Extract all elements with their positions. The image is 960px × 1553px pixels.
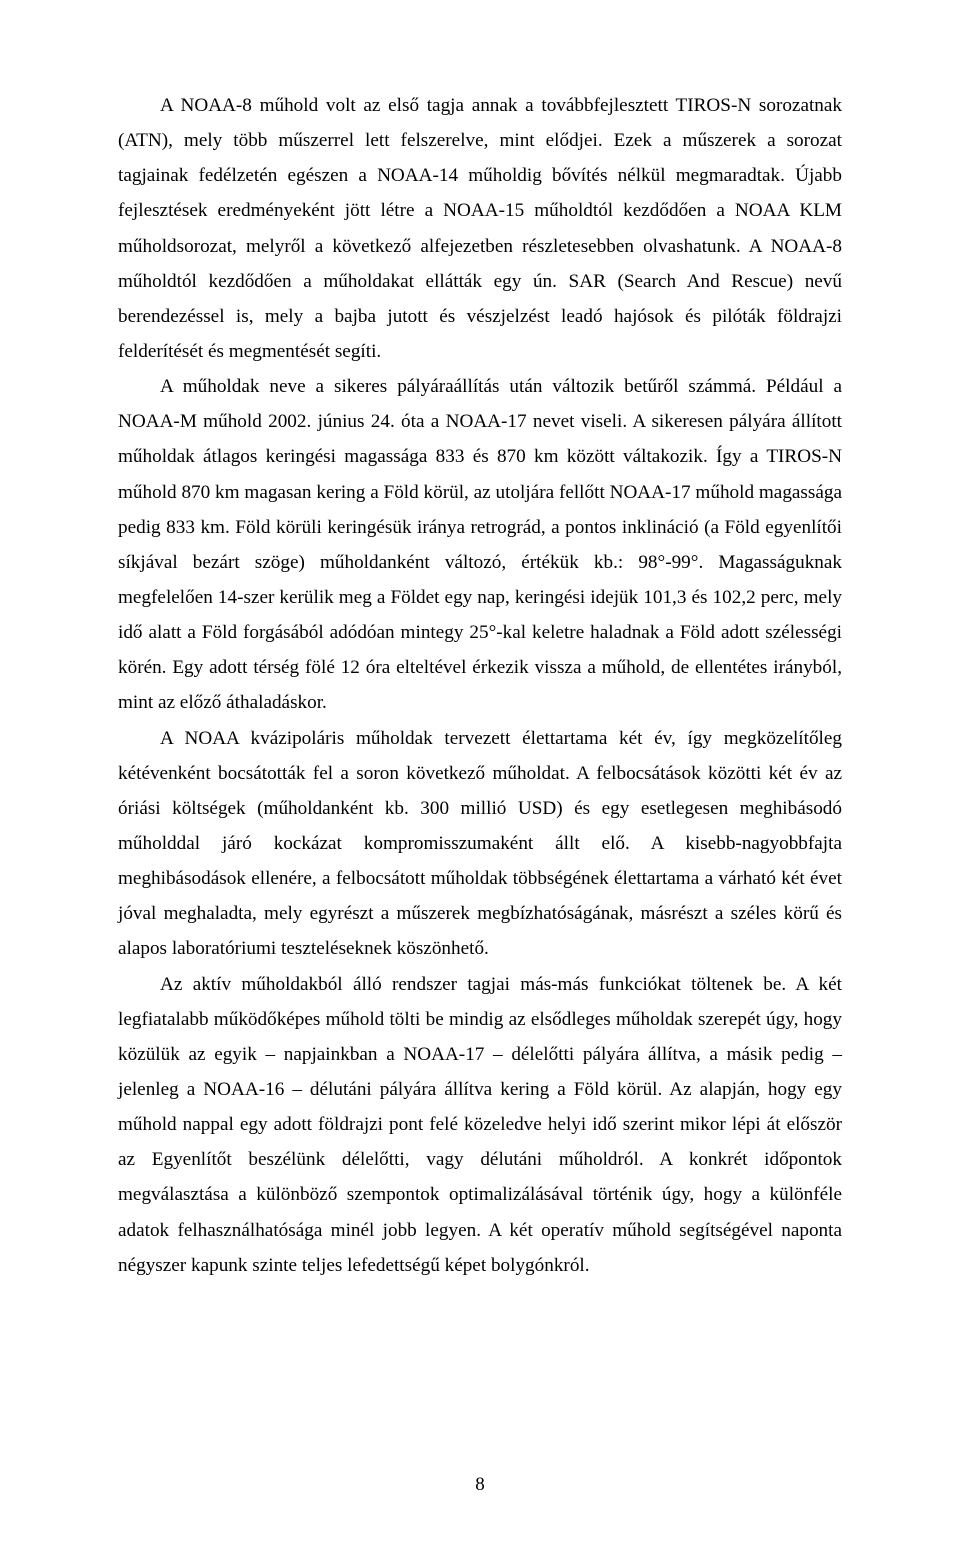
paragraph-2: A műholdak neve a sikeres pályáraállítás…: [118, 369, 842, 720]
paragraph-1: A NOAA-8 műhold volt az első tagja annak…: [118, 88, 842, 369]
paragraph-3: A NOAA kvázipoláris műholdak tervezett é…: [118, 721, 842, 967]
page-number: 8: [0, 1468, 960, 1503]
paragraph-4: Az aktív műholdakból álló rendszer tagja…: [118, 967, 842, 1283]
document-page: A NOAA-8 műhold volt az első tagja annak…: [0, 0, 960, 1553]
